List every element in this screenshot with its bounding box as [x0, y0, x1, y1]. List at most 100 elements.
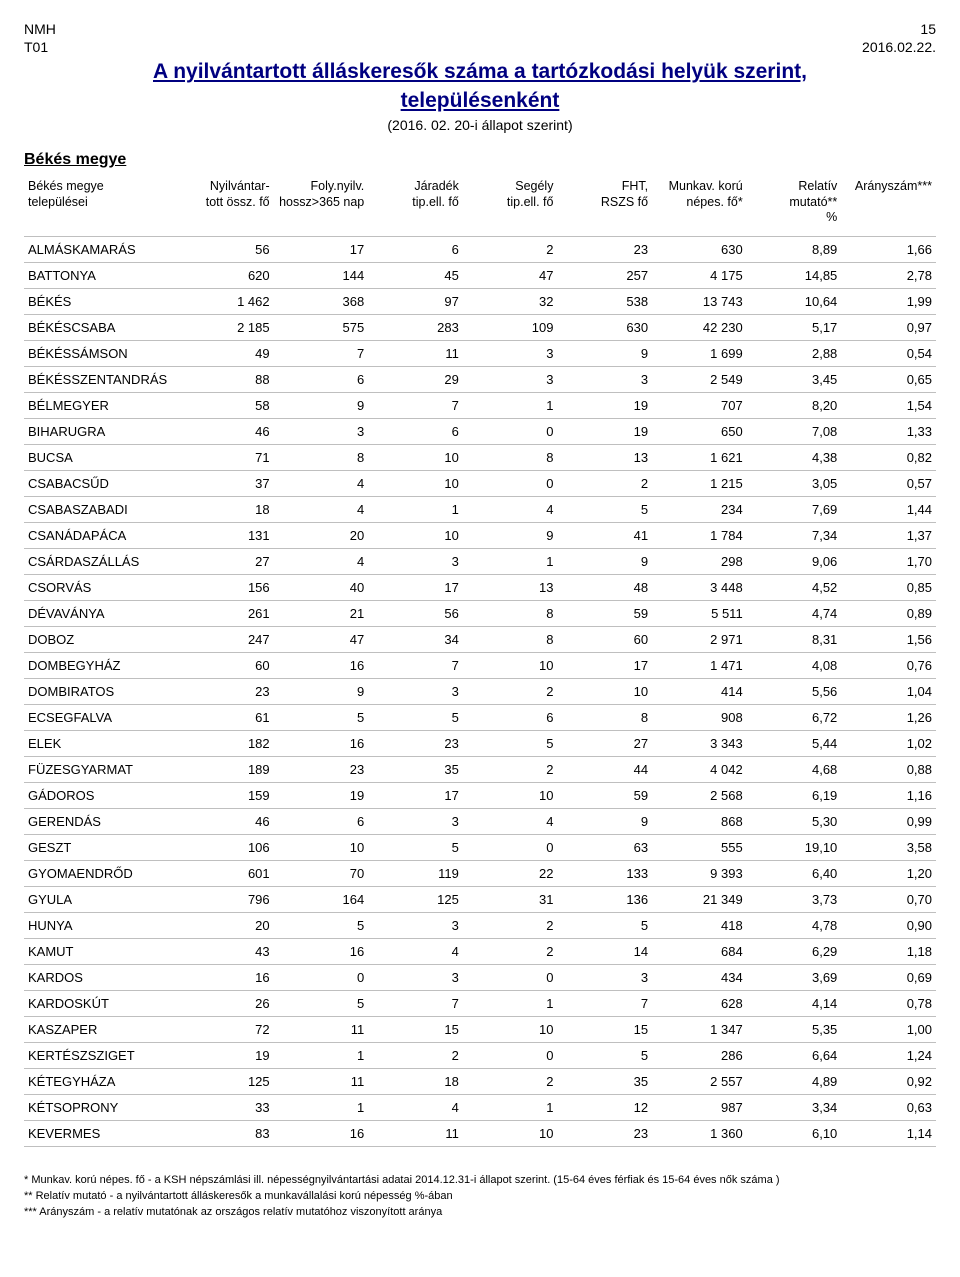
- table-row: DOMBEGYHÁZ6016710171 4714,080,76: [24, 652, 936, 678]
- row-value: 5,35: [747, 1016, 842, 1042]
- table-body: ALMÁSKAMARÁS561762236308,891,66BATTONYA6…: [24, 236, 936, 1146]
- row-value: 0,99: [841, 808, 936, 834]
- row-value: 23: [179, 678, 274, 704]
- page-header: NMH T01 15 2016.02.22.: [24, 20, 936, 56]
- table-row: GESZT10610506355519,103,58: [24, 834, 936, 860]
- row-label: BÉLMEGYER: [24, 392, 179, 418]
- row-value: 14,85: [747, 262, 842, 288]
- row-label: KÉTSOPRONY: [24, 1094, 179, 1120]
- row-value: 33: [179, 1094, 274, 1120]
- row-value: 4: [368, 938, 463, 964]
- row-value: 434: [652, 964, 747, 990]
- row-label: BUCSA: [24, 444, 179, 470]
- header-org: NMH: [24, 20, 56, 38]
- row-value: 16: [274, 1120, 369, 1146]
- row-value: 7,08: [747, 418, 842, 444]
- footnote-1: * Munkav. korú népes. fő - a KSH népszám…: [24, 1173, 936, 1188]
- row-value: 49: [179, 340, 274, 366]
- row-value: 34: [368, 626, 463, 652]
- row-value: 7,34: [747, 522, 842, 548]
- row-value: 628: [652, 990, 747, 1016]
- row-value: 19: [274, 782, 369, 808]
- row-value: 60: [179, 652, 274, 678]
- row-value: 10: [368, 444, 463, 470]
- row-value: 2: [463, 236, 558, 262]
- row-value: 42 230: [652, 314, 747, 340]
- row-value: 9,06: [747, 548, 842, 574]
- row-value: 796: [179, 886, 274, 912]
- row-value: 2: [463, 678, 558, 704]
- row-value: 40: [274, 574, 369, 600]
- row-value: 13 743: [652, 288, 747, 314]
- row-value: 3: [274, 418, 369, 444]
- row-value: 5: [368, 834, 463, 860]
- row-value: 7: [368, 652, 463, 678]
- row-value: 0,70: [841, 886, 936, 912]
- row-value: 60: [557, 626, 652, 652]
- row-value: 7: [557, 990, 652, 1016]
- column-header: Arányszám***: [841, 175, 936, 236]
- title-line1: A nyilvántartott álláskeresők száma a ta…: [24, 58, 936, 86]
- row-value: 3: [368, 808, 463, 834]
- row-value: 3,05: [747, 470, 842, 496]
- row-value: 27: [557, 730, 652, 756]
- title-block: A nyilvántartott álláskeresők száma a ta…: [24, 58, 936, 133]
- row-value: 21: [274, 600, 369, 626]
- row-value: 2: [368, 1042, 463, 1068]
- row-value: 5,56: [747, 678, 842, 704]
- row-value: 1,44: [841, 496, 936, 522]
- row-value: 6,19: [747, 782, 842, 808]
- row-value: 1,54: [841, 392, 936, 418]
- table-row: KARDOS1603034343,690,69: [24, 964, 936, 990]
- row-value: 601: [179, 860, 274, 886]
- row-value: 5,30: [747, 808, 842, 834]
- column-header: Foly.nyilv.hossz>365 nap: [274, 175, 369, 236]
- row-value: 23: [274, 756, 369, 782]
- row-value: 14: [557, 938, 652, 964]
- row-value: 1,33: [841, 418, 936, 444]
- row-value: 1,24: [841, 1042, 936, 1068]
- footnote-3: *** Arányszám - a relatív mutatónak az o…: [24, 1205, 936, 1220]
- row-value: 17: [368, 574, 463, 600]
- row-value: 46: [179, 418, 274, 444]
- row-value: 37: [179, 470, 274, 496]
- row-value: 88: [179, 366, 274, 392]
- row-value: 1 471: [652, 652, 747, 678]
- row-value: 286: [652, 1042, 747, 1068]
- row-value: 13: [463, 574, 558, 600]
- row-value: 43: [179, 938, 274, 964]
- table-row: DÉVAVÁNYA26121568595 5114,740,89: [24, 600, 936, 626]
- row-value: 16: [274, 652, 369, 678]
- row-value: 1 360: [652, 1120, 747, 1146]
- row-value: 0,92: [841, 1068, 936, 1094]
- row-label: CSABACSŰD: [24, 470, 179, 496]
- row-value: 18: [368, 1068, 463, 1094]
- row-value: 19: [557, 418, 652, 444]
- row-value: 4 175: [652, 262, 747, 288]
- row-value: 1,14: [841, 1120, 936, 1146]
- row-value: 58: [179, 392, 274, 418]
- column-header: Nyilvántar-tott össz. fő: [179, 175, 274, 236]
- table-row: BIHARUGRA46360196507,081,33: [24, 418, 936, 444]
- row-value: 5: [274, 704, 369, 730]
- row-value: 2: [463, 1068, 558, 1094]
- row-value: 63: [557, 834, 652, 860]
- row-value: 5,44: [747, 730, 842, 756]
- row-value: 1,02: [841, 730, 936, 756]
- row-value: 5 511: [652, 600, 747, 626]
- row-value: 8: [463, 444, 558, 470]
- data-table: Békés megyetelepüléseiNyilvántar-tott ös…: [24, 175, 936, 1147]
- row-value: 5: [274, 912, 369, 938]
- row-value: 11: [274, 1016, 369, 1042]
- row-value: 6: [368, 418, 463, 444]
- row-value: 0,65: [841, 366, 936, 392]
- row-value: 32: [463, 288, 558, 314]
- header-right: 15 2016.02.22.: [862, 20, 936, 56]
- row-value: 5: [557, 496, 652, 522]
- row-value: 125: [368, 886, 463, 912]
- row-value: 70: [274, 860, 369, 886]
- row-label: KAMUT: [24, 938, 179, 964]
- row-value: 4,78: [747, 912, 842, 938]
- row-value: 72: [179, 1016, 274, 1042]
- row-value: 6,29: [747, 938, 842, 964]
